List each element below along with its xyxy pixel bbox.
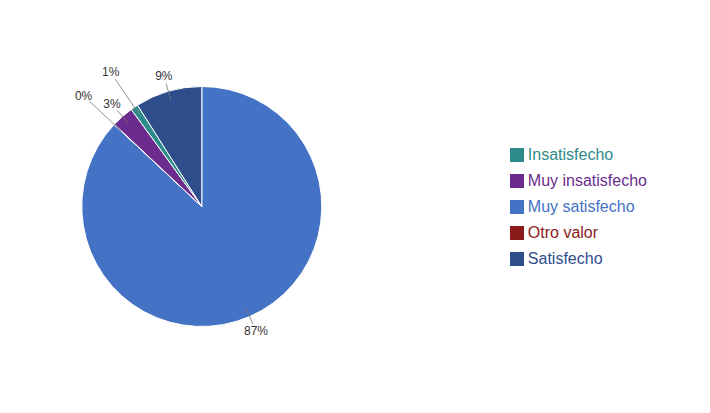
svg-text:1%: 1% (102, 65, 120, 79)
svg-text:87%: 87% (244, 324, 268, 338)
svg-text:9%: 9% (155, 69, 173, 83)
html-text:Muy insatisfecho: Muy insatisfecho (527, 171, 647, 189)
html-text:Satisfecho: Satisfecho (527, 249, 603, 267)
html-text:Muy satisfecho: Muy satisfecho (527, 197, 635, 215)
svg-text:0%: 0% (75, 89, 93, 103)
svg-text:3%: 3% (103, 97, 121, 111)
html-text:Insatisfecho: Insatisfecho (527, 145, 614, 163)
html-text:Otro valor: Otro valor (527, 223, 599, 241)
